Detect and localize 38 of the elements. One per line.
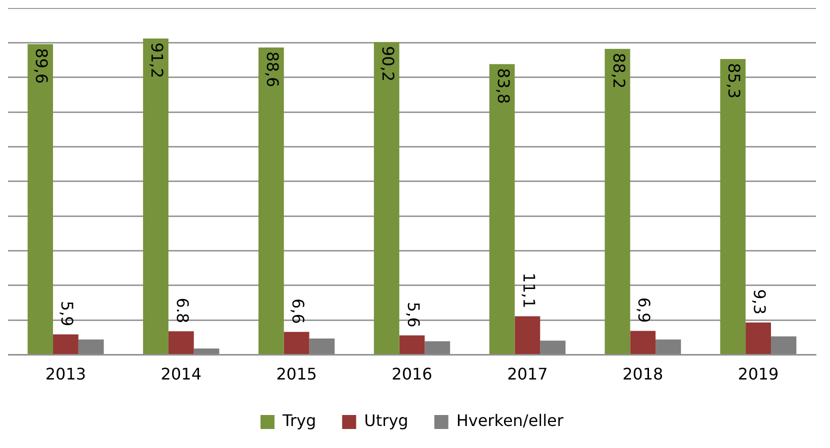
data-label: 90,2 xyxy=(378,46,398,82)
data-label: 6,9 xyxy=(634,297,654,323)
data-label: 89,6 xyxy=(32,48,52,84)
x-tick-label: 2013 xyxy=(45,364,86,384)
x-tick-label: 2014 xyxy=(160,364,202,384)
bar xyxy=(399,335,425,354)
legend-label: Tryg xyxy=(282,411,316,430)
bar xyxy=(28,44,54,354)
legend-label: Hverken/eller xyxy=(456,411,564,430)
legend-label: Utryg xyxy=(364,411,408,430)
bar xyxy=(630,330,656,354)
data-label: 6.8 xyxy=(172,298,192,324)
bar xyxy=(284,332,310,354)
bar xyxy=(143,38,168,354)
data-label: 5,6 xyxy=(404,302,423,328)
bar xyxy=(746,322,771,354)
bar xyxy=(258,48,284,354)
x-tick-label: 2016 xyxy=(392,364,432,384)
x-tick-label: 2015 xyxy=(276,364,317,384)
bar xyxy=(720,58,746,354)
data-label: 9,3 xyxy=(750,289,770,315)
data-label: 6,6 xyxy=(288,298,308,324)
data-label: 91,2 xyxy=(148,42,167,78)
data-label: 88,2 xyxy=(609,52,628,89)
x-tick-label: 2019 xyxy=(738,364,779,384)
bar xyxy=(53,334,78,354)
bar xyxy=(514,316,540,354)
data-label: 11,1 xyxy=(519,272,538,308)
bar xyxy=(489,64,515,354)
bar xyxy=(168,331,194,354)
data-label: 85,3 xyxy=(724,62,744,99)
x-tick-label: 2018 xyxy=(622,364,664,384)
x-tick-label: 2017 xyxy=(507,364,548,384)
data-label: 88,6 xyxy=(263,52,282,88)
data-label: 5,9 xyxy=(58,300,77,326)
bar xyxy=(374,42,400,354)
bar xyxy=(604,48,630,354)
data-label: 83,8 xyxy=(494,68,513,104)
